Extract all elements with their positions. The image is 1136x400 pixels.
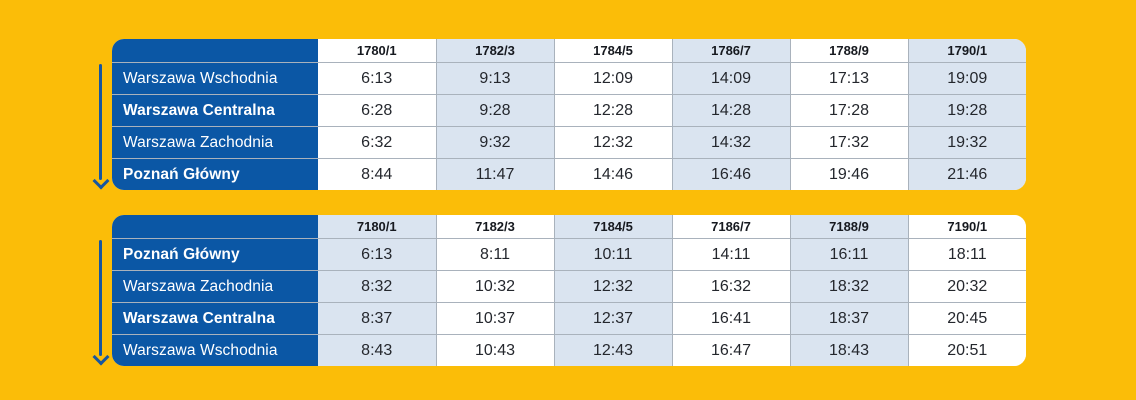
- departure-time-cell: 10:37: [435, 302, 554, 335]
- departure-time-cell: 19:46: [789, 158, 908, 190]
- arrow-head: [92, 348, 109, 366]
- direction-down-arrow-icon: [92, 240, 109, 366]
- timetable-return: 7180/1 7182/3 7184/5 7186/7 7188/9 7190/1 Pozn…: [112, 215, 1026, 366]
- train-number-header: 7184/5: [553, 215, 672, 239]
- train-number-header: 7190/1: [907, 215, 1026, 239]
- departure-time-cell: 14:11: [671, 238, 790, 271]
- departure-time-cell: 9:28: [435, 94, 554, 127]
- station-name-cell: Warszawa Wschodnia: [112, 62, 318, 95]
- departure-time-cell: 16:32: [671, 270, 790, 303]
- train-number-header: 7188/9: [789, 215, 908, 239]
- corner-cell: [112, 39, 318, 63]
- departure-time-cell: 8:37: [318, 302, 436, 335]
- station-name-cell: Warszawa Zachodnia: [112, 126, 318, 159]
- departure-time-cell: 8:43: [318, 334, 436, 366]
- station-row: Warszawa Wschodnia 8:43 10:43 12:43 16:47 18:…: [112, 334, 1026, 366]
- departure-time-cell: 8:11: [435, 238, 554, 271]
- station-name-cell: Warszawa Zachodnia: [112, 270, 318, 303]
- departure-time-cell: 12:32: [553, 270, 672, 303]
- departure-time-cell: 19:28: [907, 94, 1026, 127]
- timetable-block-return: 7180/1 7182/3 7184/5 7186/7 7188/9 7190/1 Pozn…: [92, 215, 1026, 366]
- departure-time-cell: 16:11: [789, 238, 908, 271]
- departure-time-cell: 6:13: [318, 238, 436, 271]
- departure-time-cell: 12:09: [553, 62, 672, 95]
- departure-time-cell: 6:13: [318, 62, 436, 95]
- station-name-cell: Warszawa Wschodnia: [112, 334, 318, 366]
- timetable: 7180/1 7182/3 7184/5 7186/7 7188/9 7190/1 Pozn…: [112, 215, 1026, 366]
- station-row: Warszawa Centralna 8:37 10:37 12:37 16:41 18:…: [112, 302, 1026, 335]
- departure-time-cell: 17:32: [789, 126, 908, 159]
- train-number-header: 1784/5: [553, 39, 672, 63]
- departure-time-cell: 9:32: [435, 126, 554, 159]
- departure-time-cell: 12:32: [553, 126, 672, 159]
- departure-time-cell: 6:28: [318, 94, 436, 127]
- station-row: Warszawa Zachodnia 8:32 10:32 12:32 16:32 18:…: [112, 270, 1026, 303]
- departure-time-cell: 14:28: [671, 94, 790, 127]
- departure-time-cell: 16:46: [671, 158, 790, 190]
- train-number-header: 1782/3: [435, 39, 554, 63]
- departure-time-cell: 18:37: [789, 302, 908, 335]
- station-row: Warszawa Zachodnia 6:32 9:32 12:32 14:32 17:3…: [112, 126, 1026, 159]
- arrow-line: [99, 240, 102, 356]
- departure-time-cell: 14:09: [671, 62, 790, 95]
- station-row: Warszawa Centralna 6:28 9:28 12:28 14:28 17:2…: [112, 94, 1026, 127]
- departure-time-cell: 10:32: [435, 270, 554, 303]
- station-row: Poznań Główny 8:44 11:47 14:46 16:46 19:46 21:…: [112, 158, 1026, 190]
- train-number-header: 1788/9: [789, 39, 908, 63]
- station-row: Warszawa Wschodnia 6:13 9:13 12:09 14:09 17:1…: [112, 62, 1026, 95]
- departure-time-cell: 20:32: [907, 270, 1026, 303]
- departure-time-cell: 18:11: [907, 238, 1026, 271]
- timetable-block-outbound: 1780/1 1782/3 1784/5 1786/7 1788/9 1790/1 Wars…: [92, 39, 1026, 190]
- departure-time-cell: 18:32: [789, 270, 908, 303]
- train-number-header: 1786/7: [671, 39, 790, 63]
- corner-cell: [112, 215, 318, 239]
- departure-time-cell: 19:09: [907, 62, 1026, 95]
- train-number-header: 7186/7: [671, 215, 790, 239]
- departure-time-cell: 20:45: [907, 302, 1026, 335]
- departure-time-cell: 20:51: [907, 334, 1026, 366]
- departure-time-cell: 18:43: [789, 334, 908, 366]
- departure-time-cell: 19:32: [907, 126, 1026, 159]
- timetable: 1780/1 1782/3 1784/5 1786/7 1788/9 1790/1 Wars…: [112, 39, 1026, 190]
- timetable-outbound: 1780/1 1782/3 1784/5 1786/7 1788/9 1790/1 Wars…: [112, 39, 1026, 190]
- direction-down-arrow-icon: [92, 64, 109, 190]
- departure-time-cell: 17:13: [789, 62, 908, 95]
- departure-time-cell: 8:44: [318, 158, 436, 190]
- station-name-cell: Warszawa Centralna: [112, 302, 318, 335]
- train-number-header: 1780/1: [318, 39, 436, 63]
- station-name-cell: Poznań Główny: [112, 238, 318, 271]
- arrow-line: [99, 64, 102, 180]
- departure-time-cell: 12:28: [553, 94, 672, 127]
- departure-time-cell: 12:37: [553, 302, 672, 335]
- station-name-cell: Warszawa Centralna: [112, 94, 318, 127]
- departure-time-cell: 16:47: [671, 334, 790, 366]
- departure-time-cell: 8:32: [318, 270, 436, 303]
- departure-time-cell: 12:43: [553, 334, 672, 366]
- departure-time-cell: 10:11: [553, 238, 672, 271]
- departure-time-cell: 10:43: [435, 334, 554, 366]
- arrow-head: [92, 172, 109, 190]
- departure-time-cell: 21:46: [907, 158, 1026, 190]
- departure-time-cell: 17:28: [789, 94, 908, 127]
- departure-time-cell: 14:32: [671, 126, 790, 159]
- train-number-header: 1790/1: [907, 39, 1026, 63]
- departure-time-cell: 16:41: [671, 302, 790, 335]
- train-number-header: 7180/1: [318, 215, 436, 239]
- station-row: Poznań Główny 6:13 8:11 10:11 14:11 16:11 18:1…: [112, 238, 1026, 271]
- station-name-cell: Poznań Główny: [112, 158, 318, 190]
- departure-time-cell: 11:47: [435, 158, 554, 190]
- train-number-header: 7182/3: [435, 215, 554, 239]
- departure-time-cell: 9:13: [435, 62, 554, 95]
- departure-time-cell: 6:32: [318, 126, 436, 159]
- departure-time-cell: 14:46: [553, 158, 672, 190]
